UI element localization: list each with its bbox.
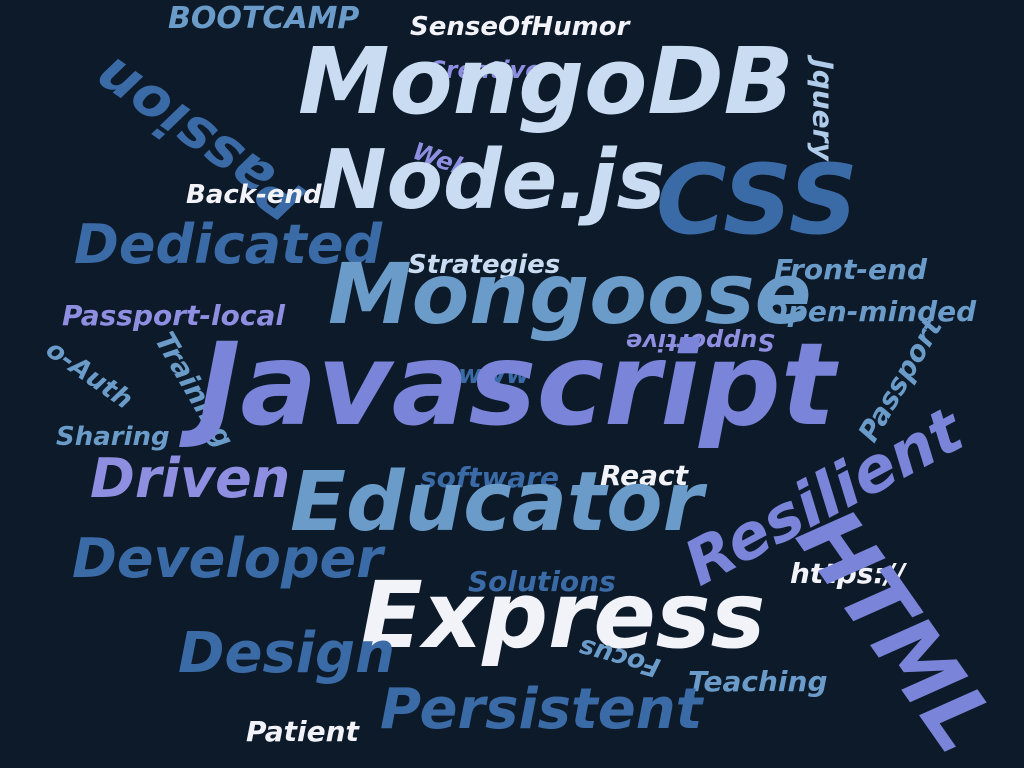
- word-openminded: Open-minded: [764, 295, 977, 328]
- word-nodejs: Node.js: [318, 133, 666, 228]
- word-driven: Driven: [90, 447, 291, 510]
- word-solutions: Solutions: [468, 565, 616, 598]
- word-patient: Patient: [246, 715, 359, 748]
- word-html: HTML: [776, 491, 1015, 768]
- word-creative: Creative: [428, 56, 542, 84]
- word-frontend: Front-end: [774, 253, 928, 286]
- word-bootcamp: BOOTCAMP: [168, 1, 360, 36]
- word-persistent: Persistent: [380, 677, 703, 742]
- word-oauth: o-Auth: [40, 334, 138, 416]
- word-senseofhumor: SenseOfHumor: [410, 12, 630, 42]
- word-backend: Back-end: [186, 180, 322, 210]
- word-software: software: [420, 461, 560, 494]
- word-passport-local: Passport-local: [62, 299, 285, 332]
- word-react: React: [600, 459, 689, 492]
- word-css: CSS: [656, 144, 858, 256]
- word-www: www: [458, 360, 531, 390]
- word-sharing: Sharing: [56, 422, 170, 452]
- word-mongodb: MongoDB: [298, 28, 794, 135]
- word-strategies: Strategies: [408, 250, 561, 280]
- word-design: Design: [178, 621, 395, 686]
- word-teaching: Teaching: [688, 665, 828, 698]
- word-educator: Educator: [290, 455, 704, 550]
- word-javascript: Javascript: [198, 318, 836, 451]
- word-https: https://: [790, 557, 906, 590]
- word-mongoose: Mongoose: [328, 245, 812, 343]
- word-dedicated: Dedicated: [74, 213, 383, 276]
- word-express: Express: [360, 562, 766, 669]
- word-developer: Developer: [72, 527, 383, 590]
